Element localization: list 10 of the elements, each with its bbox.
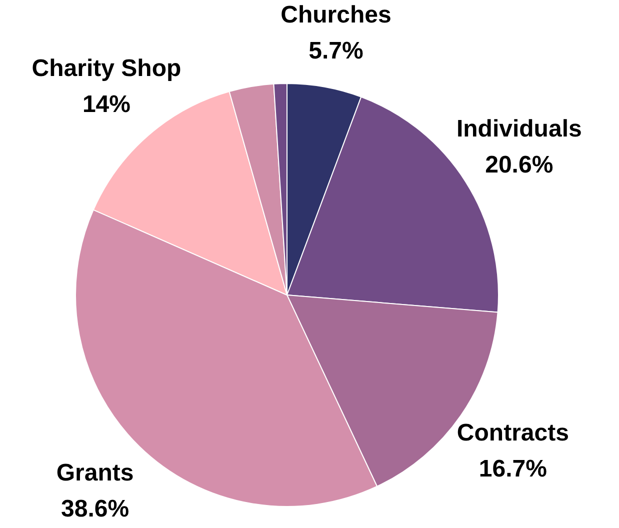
- slice-label: Contracts: [456, 419, 569, 446]
- data-label: 20.6%: [485, 151, 554, 178]
- data-label: 16.7%: [478, 455, 547, 482]
- slice-label: Grants: [56, 459, 134, 486]
- slice-label: Individuals: [456, 115, 582, 142]
- data-label: 5.7%: [308, 38, 364, 65]
- slice-label: Charity Shop: [32, 55, 182, 82]
- data-label: 38.6%: [61, 495, 130, 522]
- slice-label: Churches: [280, 2, 392, 29]
- data-label: 14%: [82, 91, 130, 118]
